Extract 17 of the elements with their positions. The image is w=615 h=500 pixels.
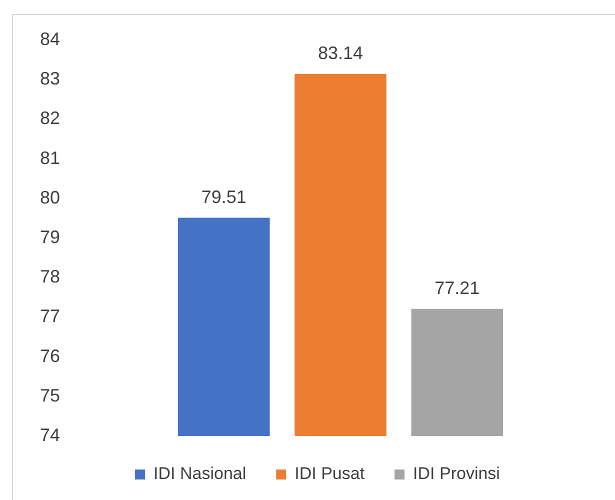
y-tick-label: 80 <box>40 187 60 208</box>
legend-label: IDI Provinsi <box>413 464 500 484</box>
y-tick-label: 82 <box>40 108 60 128</box>
y-tick-label: 75 <box>40 385 60 406</box>
data-label: 79.51 <box>201 186 246 207</box>
legend-label: IDI Pusat <box>294 464 365 484</box>
y-tick-label: 78 <box>40 266 60 287</box>
data-label: 83.14 <box>318 43 364 64</box>
y-tick-label: 76 <box>40 346 60 366</box>
y-tick-label: 79 <box>40 226 60 247</box>
legend-label: IDI Nasional <box>154 464 246 484</box>
data-label: 77.21 <box>434 278 480 298</box>
y-tick-label: 77 <box>40 306 60 326</box>
y-tick-label: 83 <box>40 68 60 89</box>
y-tick-label: 74 <box>40 424 60 445</box>
y-tick-label: 81 <box>40 148 60 168</box>
y-tick-label: 84 <box>40 28 60 49</box>
